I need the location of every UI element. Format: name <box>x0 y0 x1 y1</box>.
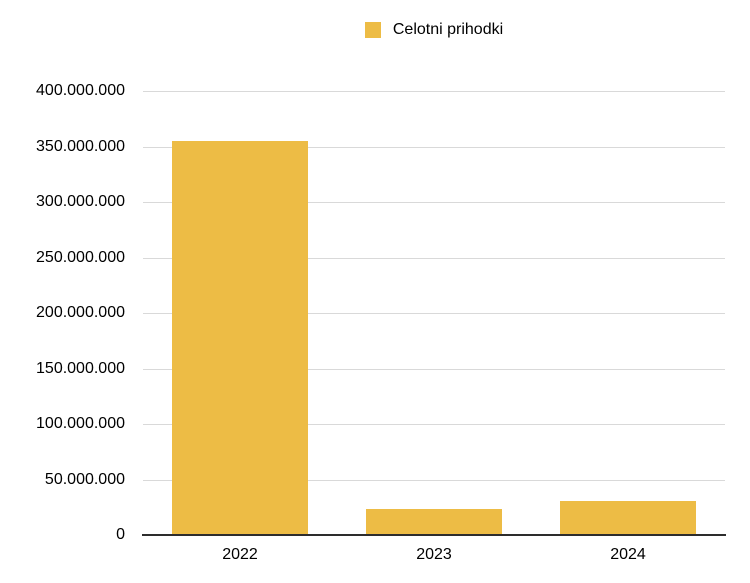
legend-swatch-icon <box>364 22 381 38</box>
y-gridline <box>143 424 725 425</box>
y-axis-tick-label: 400.000.000 <box>36 82 125 99</box>
y-gridline <box>143 480 725 481</box>
y-axis-tick-label: 0 <box>116 526 125 543</box>
y-gridline <box>143 91 725 92</box>
x-axis-tick-label: 2023 <box>416 546 452 563</box>
y-gridline <box>143 313 725 314</box>
y-axis-tick-label: 150.000.000 <box>36 360 125 377</box>
y-axis-tick-label: 200.000.000 <box>36 304 125 321</box>
chart-legend: Celotni prihodki <box>143 21 725 39</box>
x-axis-tick-label: 2022 <box>222 546 258 563</box>
y-gridline <box>143 369 725 370</box>
x-axis-line <box>142 534 726 536</box>
y-axis-tick-label: 250.000.000 <box>36 249 125 266</box>
legend-label: Celotni prihodki <box>392 21 504 38</box>
x-axis-tick-label: 2024 <box>610 546 646 563</box>
y-axis-tick-label: 50.000.000 <box>44 471 125 488</box>
bar-2023 <box>366 509 502 535</box>
bar-2022 <box>172 141 308 535</box>
y-gridline <box>143 258 725 259</box>
y-gridline <box>143 147 725 148</box>
bar-2024 <box>560 501 696 535</box>
y-axis-tick-label: 300.000.000 <box>36 193 125 210</box>
y-gridline <box>143 202 725 203</box>
y-axis-tick-label: 100.000.000 <box>36 415 125 432</box>
y-axis-tick-label: 350.000.000 <box>36 138 125 155</box>
